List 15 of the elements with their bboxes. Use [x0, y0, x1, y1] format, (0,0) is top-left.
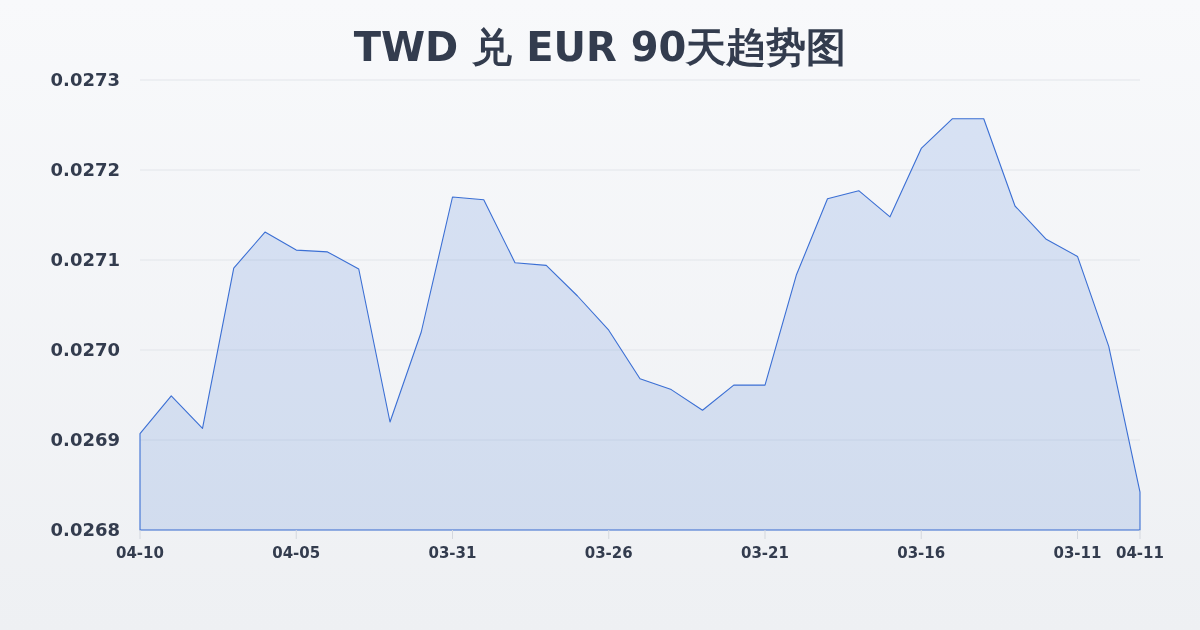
x-tick-label: 04-11 [1116, 544, 1164, 562]
x-tick-label: 04-05 [272, 544, 321, 562]
x-tick-label: 03-21 [741, 544, 789, 562]
x-tick-label: 03-31 [428, 544, 477, 562]
y-tick-label: 0.0272 [50, 158, 120, 180]
x-tick-label: 04-10 [116, 544, 164, 562]
y-tick-label: 0.0268 [50, 518, 120, 540]
y-tick-label: 0.0273 [50, 68, 120, 90]
title: TWD 兑 EUR 90天趋势图 [353, 24, 847, 70]
x-tick-label: 03-26 [584, 544, 633, 562]
y-tick-label: 0.0271 [50, 248, 120, 270]
y-tick-label: 0.0269 [50, 428, 120, 450]
x-tick-label: 03-11 [1053, 544, 1102, 562]
y-tick-label: 0.0270 [50, 338, 120, 360]
x-tick-label: 03-16 [897, 544, 946, 562]
